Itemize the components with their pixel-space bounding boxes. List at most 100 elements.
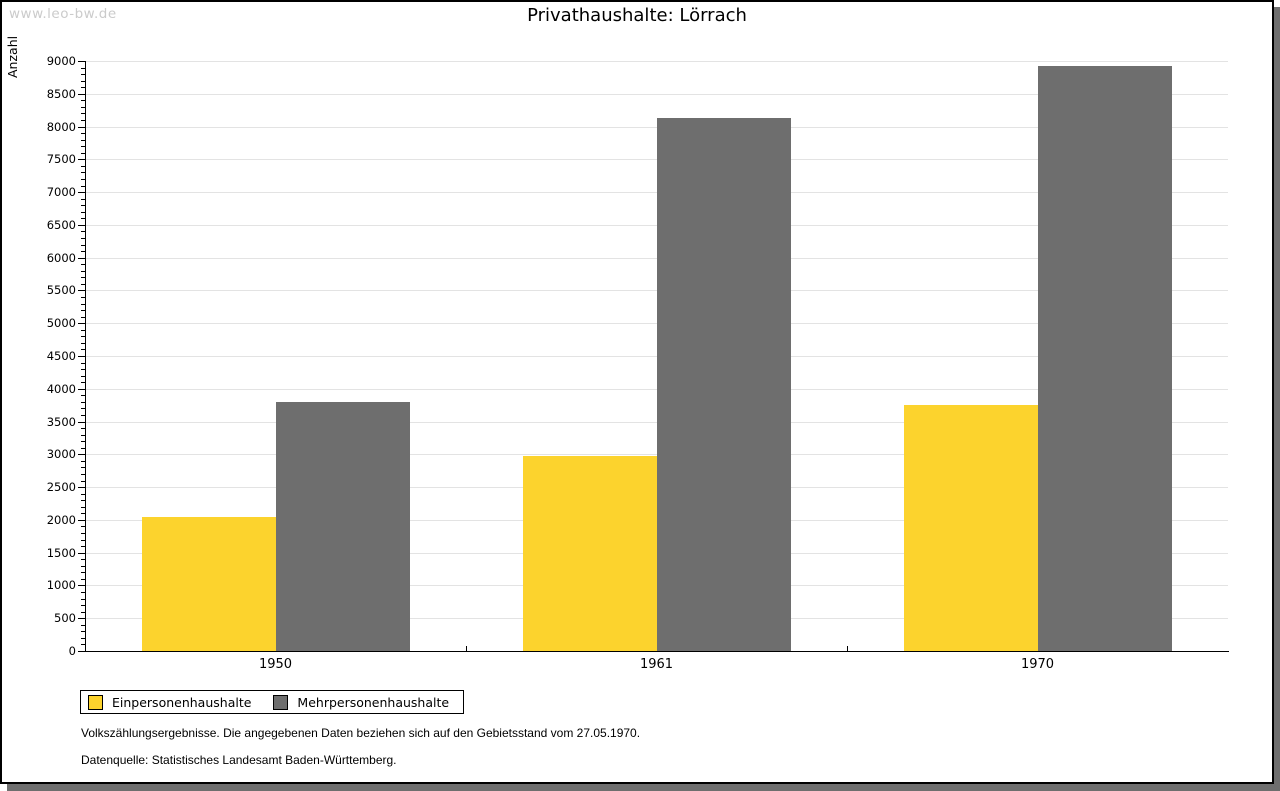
y-axis-minor-tick — [81, 369, 85, 371]
legend-item: Einpersonenhaushalte — [88, 694, 252, 710]
legend-item: Mehrpersonenhaushalte — [273, 694, 450, 710]
y-axis-minor-tick — [81, 447, 85, 449]
y-axis-minor-tick — [81, 67, 85, 69]
y-axis-minor-tick — [81, 133, 85, 135]
y-axis-major-tick — [78, 192, 85, 194]
y-axis-minor-tick — [81, 572, 85, 574]
y-axis-minor-tick — [81, 474, 85, 475]
y-axis-major-tick — [78, 159, 85, 161]
y-axis-minor-tick — [81, 493, 85, 495]
y-axis-major-tick — [78, 519, 85, 521]
y-axis-tick-label: 6000 — [46, 250, 76, 265]
y-axis-minor-tick — [81, 415, 85, 416]
y-axis-minor-tick — [81, 146, 85, 148]
y-axis-minor-tick — [81, 637, 85, 639]
y-axis-tick-label: 9000 — [46, 54, 76, 68]
y-axis-major-tick — [78, 388, 85, 390]
y-axis-major-tick — [78, 257, 85, 259]
y-axis-minor-tick — [81, 211, 85, 213]
y-axis-minor-tick — [81, 598, 85, 600]
x-axis-category-label: 1950 — [258, 657, 293, 672]
bar-einpersonenhaushalte-1970 — [903, 404, 1038, 651]
y-axis-tick-label: 1000 — [46, 578, 76, 593]
y-axis-minor-tick — [81, 382, 85, 384]
y-axis-minor-tick — [81, 342, 85, 344]
y-axis-major-tick — [78, 356, 85, 357]
y-axis-minor-tick — [81, 238, 85, 239]
y-axis-minor-tick — [81, 467, 85, 469]
y-axis-minor-tick — [81, 198, 85, 200]
y-axis-minor-tick — [81, 244, 85, 246]
footnote-data-source: Datenquelle: Statistisches Landesamt Bad… — [81, 753, 397, 767]
footnote-source-note: Volkszählungsergebnisse. Die angegebenen… — [81, 726, 641, 740]
y-axis-minor-tick — [81, 480, 85, 482]
bar-mehrpersonenhaushalte-1950 — [275, 401, 410, 651]
legend-label: Mehrpersonenhaushalte — [297, 694, 450, 710]
y-axis-minor-tick — [81, 408, 85, 410]
y-axis-tick-label: 7000 — [46, 185, 76, 200]
y-axis-minor-tick — [81, 264, 85, 266]
y-axis-minor-tick — [81, 87, 85, 89]
y-axis-minor-tick — [81, 270, 85, 272]
y-axis-tick-label: 8000 — [46, 119, 76, 134]
y-axis-minor-tick — [81, 526, 85, 528]
y-axis-minor-tick — [81, 539, 85, 541]
y-axis-minor-tick — [81, 546, 85, 548]
x-axis-line — [85, 651, 1229, 652]
y-axis-minor-tick — [81, 310, 85, 312]
y-axis-minor-tick — [81, 434, 85, 436]
panel-shadow-bottom — [7, 784, 1280, 791]
y-axis-major-tick — [78, 487, 85, 489]
bar-mehrpersonenhaushalte-1970 — [1037, 65, 1172, 651]
y-axis-minor-tick — [81, 303, 85, 305]
y-axis-tick-label: 4500 — [46, 349, 76, 363]
y-axis-minor-tick — [81, 329, 85, 331]
y-axis-minor-tick — [81, 106, 85, 108]
y-axis-tick-label: 5000 — [46, 316, 76, 331]
y-axis-major-tick — [78, 552, 85, 554]
y-axis-minor-tick — [81, 152, 85, 154]
legend-box: Einpersonenhaushalte Mehrpersonenhaushalt… — [80, 690, 465, 714]
y-axis-tick-label: 3500 — [46, 414, 76, 429]
y-axis-tick-label: 2000 — [46, 512, 76, 527]
y-axis-major-tick — [78, 454, 85, 456]
y-axis-minor-tick — [81, 277, 85, 279]
y-axis-minor-tick — [81, 460, 85, 462]
x-axis-boundary-tick — [466, 646, 467, 651]
y-axis-minor-tick — [81, 565, 85, 567]
y-axis-minor-tick — [81, 428, 85, 430]
y-axis-major-tick — [78, 61, 85, 62]
bar-einpersonenhaushalte-1961 — [522, 455, 657, 651]
y-axis-minor-tick — [81, 205, 85, 207]
y-axis-minor-tick — [81, 506, 85, 508]
chart-title: Privathaushalte: Lörrach — [527, 5, 747, 26]
gridline — [86, 61, 1228, 62]
y-axis-minor-tick — [81, 80, 85, 82]
y-axis-minor-tick — [81, 401, 85, 403]
legend-label: Einpersonenhaushalte — [112, 694, 252, 710]
y-axis-minor-tick — [81, 559, 85, 561]
x-axis-category-label: 1970 — [1020, 657, 1055, 672]
y-axis-major-tick — [78, 618, 85, 620]
y-axis-minor-tick — [81, 441, 85, 443]
bar-mehrpersonenhaushalte-1961 — [656, 118, 791, 651]
y-axis-minor-tick — [81, 362, 85, 364]
y-axis-tick-label: 500 — [54, 611, 76, 626]
gridline — [86, 93, 1228, 95]
y-axis-minor-tick — [81, 179, 85, 180]
y-axis-major-tick — [78, 651, 85, 652]
y-axis-tick-label: 2500 — [46, 480, 76, 495]
y-axis-minor-tick — [81, 533, 85, 534]
watermark-url: www.leo-bw.de — [9, 6, 117, 22]
legend-swatch-icon — [88, 694, 103, 710]
y-axis-minor-tick — [81, 100, 85, 102]
y-axis-major-tick — [78, 126, 85, 128]
y-axis-major-tick — [78, 290, 85, 292]
y-axis-minor-tick — [81, 113, 85, 115]
y-axis-tick-label: 1500 — [46, 545, 76, 560]
y-axis-line — [85, 61, 86, 652]
y-axis-minor-tick — [81, 605, 85, 607]
panel-shadow-right — [1274, 7, 1280, 791]
y-axis-minor-tick — [81, 631, 85, 633]
